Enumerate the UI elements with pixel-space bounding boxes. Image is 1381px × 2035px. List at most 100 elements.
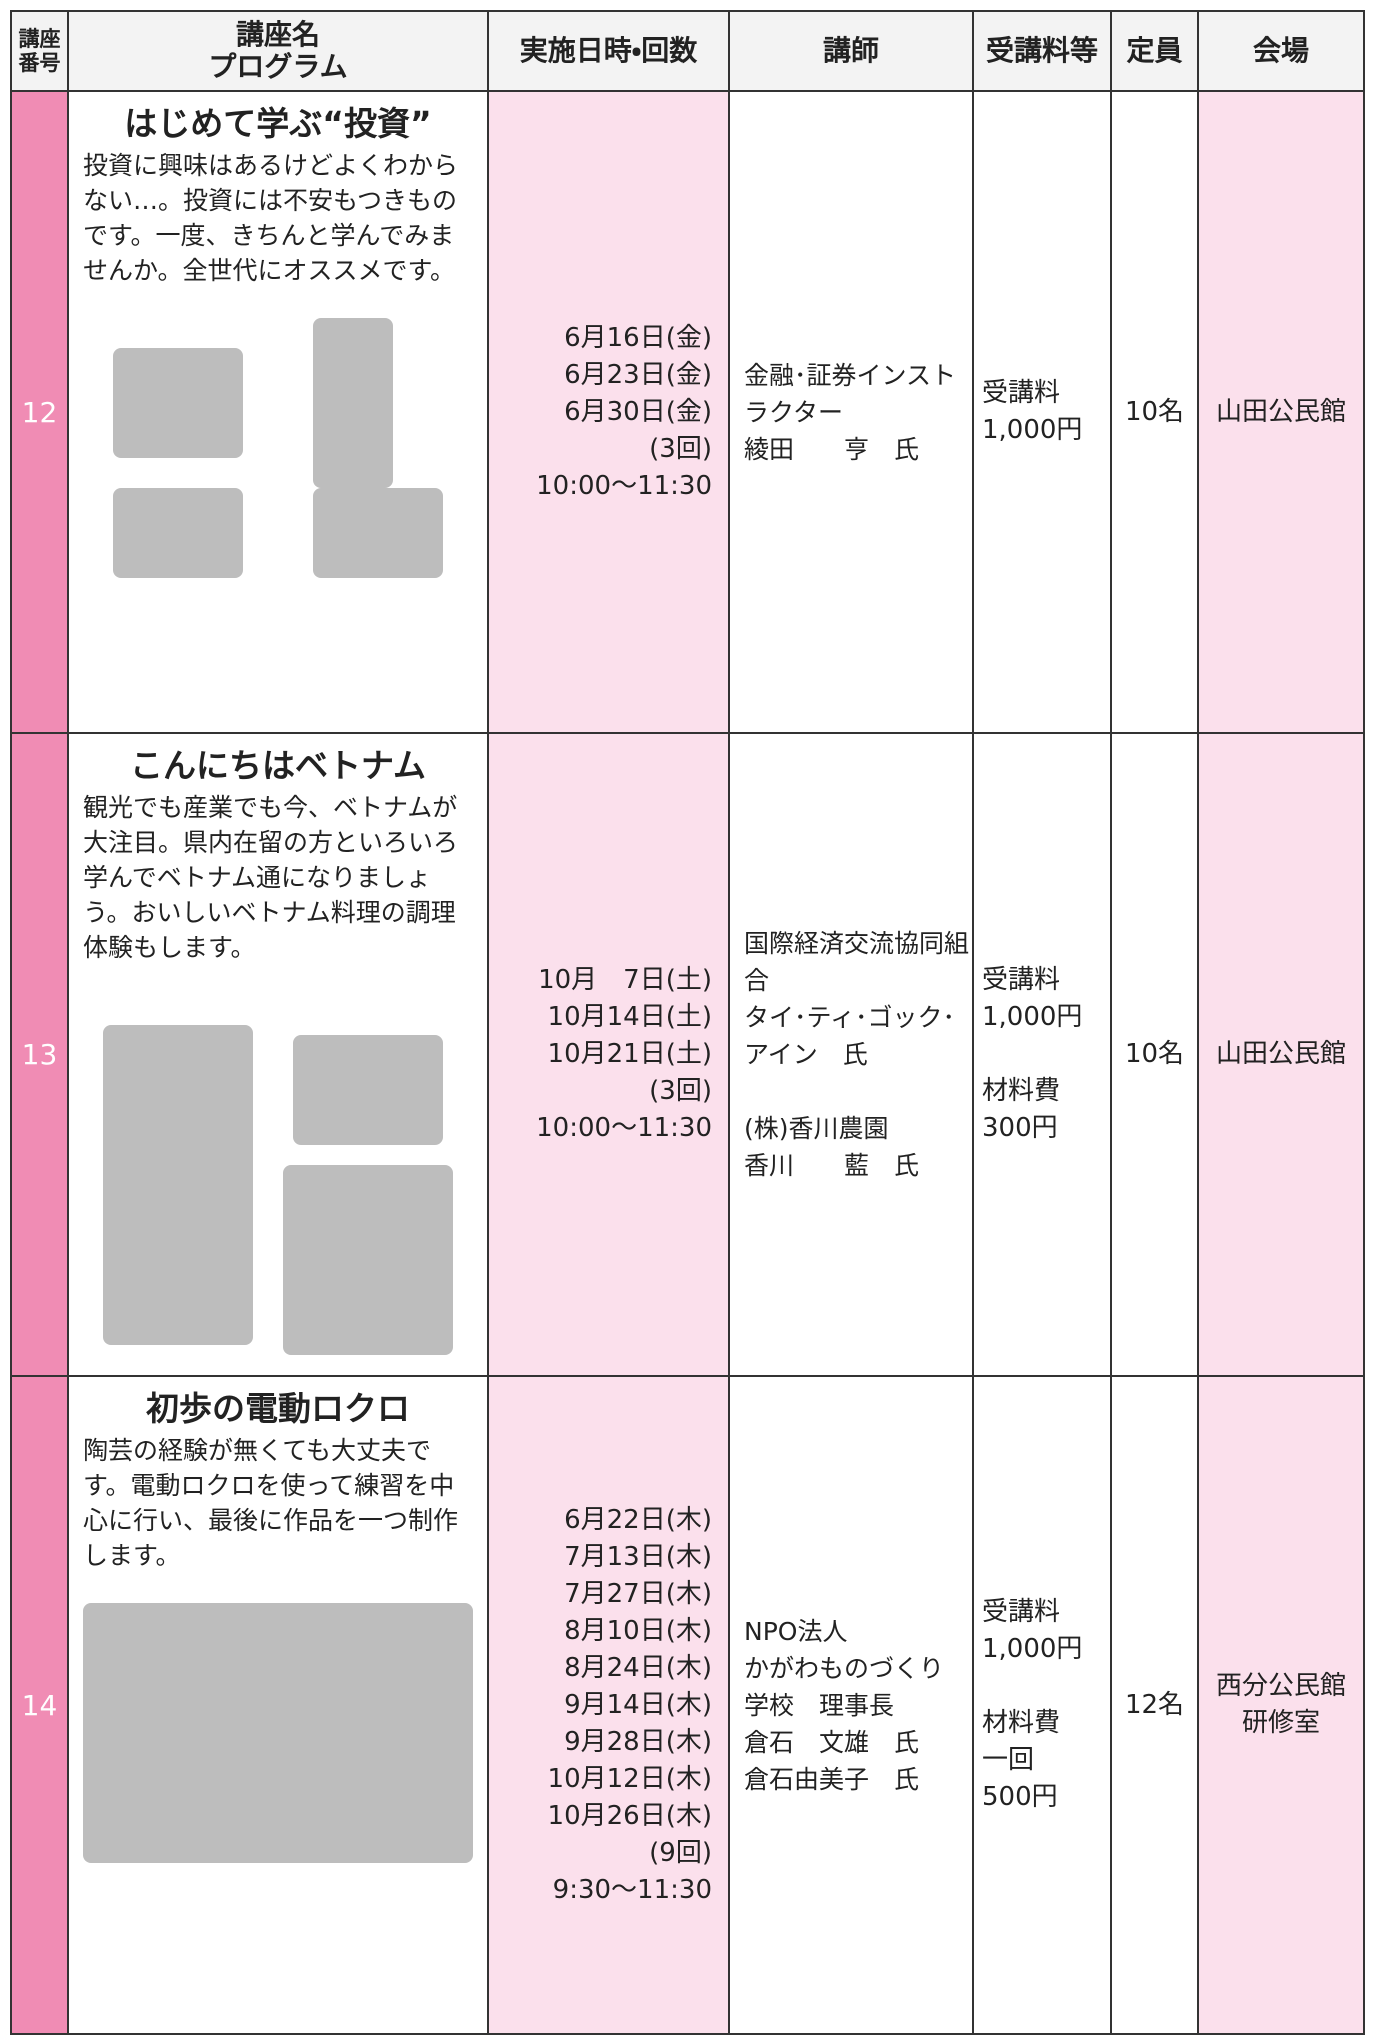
text-line: 10月14日(土) xyxy=(547,1002,712,1032)
text-line: 受講料 xyxy=(982,1597,1061,1627)
text-line: 1,000円 xyxy=(982,415,1083,445)
text-line: NPO法人 xyxy=(744,1616,848,1646)
instructor-cell: 金融･証券インスト ラクター 綾田 亨 氏 xyxy=(728,90,974,734)
text-line: 9月28日(木) xyxy=(564,1726,712,1757)
header-cell: 講座 番号 xyxy=(10,10,69,92)
text-line: 500円 xyxy=(982,1782,1058,1812)
text-line: 1,000円 xyxy=(982,1634,1083,1664)
course-row: 14 初歩の電動ロクロ 陶芸の経験が無くても大丈夫です。電動ロクロを使って練習を中心… xyxy=(10,1375,1365,2035)
instructor-cell: 国際経済交流協同組合 タイ･ティ･ゴック･アイン 氏 (株)香川農園香川 藍 氏 xyxy=(728,732,974,1377)
text-line: 講座名 xyxy=(235,18,320,51)
header-cell: 実施日時・回数 xyxy=(487,10,730,92)
text-line: 倉石 文雄 氏 xyxy=(744,1727,920,1757)
text-line: 10月21日(土) xyxy=(547,1039,712,1069)
text-line: 会場 xyxy=(1252,34,1309,67)
venue-cell: 山田公民館 xyxy=(1197,732,1365,1377)
course-description: 投資に興味はあるけどよくわからない…。投資には不安もつきものです。一度、きちんと… xyxy=(83,151,459,285)
course-table: 講座 番号 講座名 プログラム 実施日時・回数 講師 受講料等 定員 会場 12 はじめて学ぶ“投… xyxy=(10,10,1365,2035)
text-line: 材料費 xyxy=(982,1076,1061,1106)
text-line: 9月14日(木) xyxy=(564,1689,712,1720)
text-line: 6月30日(金) xyxy=(564,396,712,427)
instructor-cell: NPO法人 かがわものづくり 学校 理事長 倉石 文雄 氏倉石由美子 氏 xyxy=(728,1375,974,2035)
illustrations xyxy=(83,318,473,688)
course-number: 14 xyxy=(10,1375,69,2035)
illustration xyxy=(283,1165,453,1355)
text-line: 8月10日(木) xyxy=(564,1615,712,1646)
fee-cell: 受講料 1,000円 材料費 300円 xyxy=(972,732,1112,1377)
venue-cell: 西分公民館 研修室 xyxy=(1197,1375,1365,2035)
course-title: はじめて学ぶ“投資” xyxy=(124,104,432,143)
fee-cell: 受講料 1,000円 材料費一回 500円 xyxy=(972,1375,1112,2035)
text-line: 7月27日(木) xyxy=(564,1578,712,1609)
dates-cell: 6月16日(金) 6月23日(金) 6月30日(金) (3回) 10:00〜11:30 xyxy=(487,90,730,734)
text-line: (9回) xyxy=(649,1837,712,1868)
text-line: 材料費 xyxy=(982,1708,1061,1738)
text-line: 番号 xyxy=(18,51,61,75)
text-line: 受講料等 xyxy=(985,34,1098,67)
course-row: 13 こんにちはベトナム 観光でも産業でも今、ベトナムが大注目。県内在留の方といろい… xyxy=(10,732,1365,1377)
program-cell: はじめて学ぶ“投資” 投資に興味はあるけどよくわからない…。投資には不安もつきもの… xyxy=(67,90,489,734)
text-line: 山田公民館 xyxy=(1215,396,1346,427)
text-line: 一回 xyxy=(982,1745,1035,1775)
text-line: 6月23日(金) xyxy=(564,359,712,390)
header-cell: 定員 xyxy=(1110,10,1199,92)
capacity-cell: 12名 xyxy=(1110,1375,1199,2035)
fee-group: 材料費一回 500円 xyxy=(982,1705,1110,1816)
header-cell: 会場 xyxy=(1197,10,1365,92)
capacity-cell: 10名 xyxy=(1110,732,1199,1377)
text-line: 綾田 亨 氏 xyxy=(744,434,920,464)
capacity-cell: 10名 xyxy=(1110,90,1199,734)
text-line: 講座 xyxy=(18,27,61,51)
dates-cell: 10月 7日(土) 10月14日(土) 10月21日(土) (3回) 10:00〜11:… xyxy=(487,732,730,1377)
instructor-group: NPO法人 かがわものづくり 学校 理事長 倉石 文雄 氏倉石由美子 氏 xyxy=(744,1613,972,1798)
dates-cell: 6月22日(木) 7月13日(木) 7月27日(木) 8月10日(木) 8月24日(木)… xyxy=(487,1375,730,2035)
text-line: かがわものづくり xyxy=(744,1653,945,1683)
text-line: 倉石由美子 氏 xyxy=(744,1764,920,1794)
illustration xyxy=(83,1603,473,1863)
header-row: 講座 番号 講座名 プログラム 実施日時・回数 講師 受講料等 定員 会場 xyxy=(10,10,1365,92)
instructor-group: 金融･証券インスト ラクター 綾田 亨 氏 xyxy=(744,357,972,468)
text-line: 10月12日(木) xyxy=(547,1763,712,1794)
illustration xyxy=(103,1025,253,1345)
text-line: 受講料 xyxy=(982,378,1061,408)
text-line: 講師 xyxy=(822,34,879,67)
course-description: 陶芸の経験が無くても大丈夫です。電動ロクロを使って練習を中心に行い、最後に作品を… xyxy=(83,1436,459,1570)
fee-group: 受講料 1,000円 xyxy=(982,1594,1110,1668)
text-line: (3回) xyxy=(649,1076,712,1106)
fee-group: 受講料 1,000円 xyxy=(982,375,1110,449)
text-line: 6月22日(木) xyxy=(564,1504,712,1535)
illustration xyxy=(313,318,393,488)
text-line: 7月13日(木) xyxy=(564,1541,712,1572)
text-line: 300円 xyxy=(982,1113,1058,1143)
illustration xyxy=(293,1035,443,1145)
text-line: 山田公民館 xyxy=(1215,1039,1346,1069)
text-line: タイ･ティ･ゴック･アイン 氏 xyxy=(744,1003,956,1069)
text-line: (3回) xyxy=(649,433,712,464)
text-line: 西分公民館 xyxy=(1215,1671,1346,1701)
text-line: 国際経済交流協同組合 xyxy=(744,929,970,995)
text-line: 研修室 xyxy=(1241,1708,1320,1738)
text-line: 金融･証券インスト xyxy=(744,360,957,390)
text-line: 8月24日(木) xyxy=(564,1652,712,1683)
header-cell: 講座名 プログラム xyxy=(67,10,489,92)
text-line: 6月16日(金) xyxy=(564,322,712,353)
program-cell: こんにちはベトナム観光でも産業でも今、ベトナムが大注目。県内在留の方といろいろ学… xyxy=(67,732,489,1377)
course-description: 観光でも産業でも今、ベトナムが大注目。県内在留の方といろいろ学んでベトナム通にな… xyxy=(83,793,459,962)
table-body: 12 はじめて学ぶ“投資” 投資に興味はあるけどよくわからない…。投資には不安もつき… xyxy=(10,90,1365,2035)
text-line: 10月 7日(土) xyxy=(538,965,712,995)
text-line: (株)香川農園 xyxy=(744,1114,889,1143)
course-row: 12 はじめて学ぶ“投資” 投資に興味はあるけどよくわからない…。投資には不安もつき… xyxy=(10,90,1365,734)
text-line: 定員 xyxy=(1126,34,1183,67)
illustrations xyxy=(83,995,473,1365)
illustration xyxy=(113,488,243,578)
text-line: 10:00〜11:30 xyxy=(536,470,712,501)
program-cell: 初歩の電動ロクロ陶芸の経験が無くても大丈夫です。電動ロクロを使って練習を中心に行… xyxy=(67,1375,489,2035)
text-line: プログラム xyxy=(208,50,348,83)
illustrations xyxy=(83,1603,473,1873)
text-line: 香川 藍 氏 xyxy=(744,1151,920,1180)
fee-cell: 受講料 1,000円 xyxy=(972,90,1112,734)
course-title: こんにちはベトナム xyxy=(129,746,426,785)
text-line: 10月26日(木) xyxy=(547,1800,712,1831)
course-title: 初歩の電動ロクロ xyxy=(146,1389,410,1428)
header-cell: 講師 xyxy=(728,10,974,92)
